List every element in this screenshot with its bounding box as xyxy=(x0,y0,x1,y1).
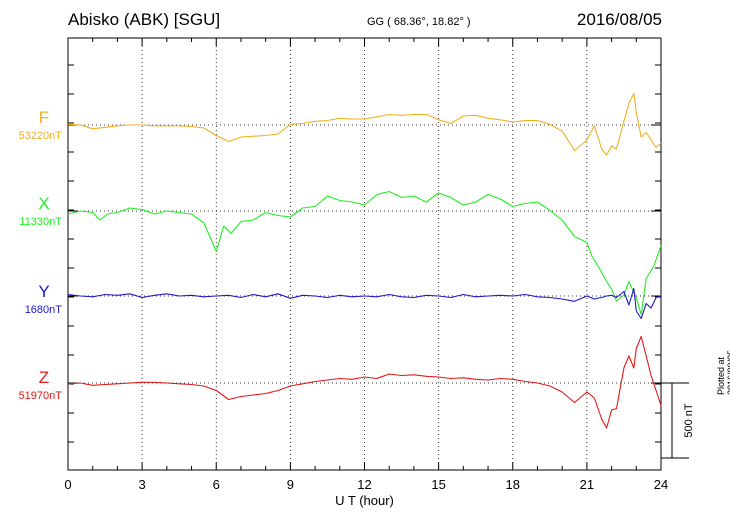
channel-name-y: Y xyxy=(38,282,50,301)
x-tick-label: 12 xyxy=(357,477,371,492)
x-tick-label: 9 xyxy=(287,477,294,492)
x-tick-label: 15 xyxy=(431,477,445,492)
station-title: Abisko (ABK) [SGU] xyxy=(68,10,221,29)
channel-baseline-z: 51970nT xyxy=(18,390,62,402)
chart-date: 2016/08/05 xyxy=(576,10,662,29)
scale-bar-label: 500 nT xyxy=(683,403,695,438)
series-line-z xyxy=(67,335,662,429)
x-axis-label: U T (hour) xyxy=(335,493,394,508)
series-line-y xyxy=(67,287,662,320)
x-tick-label: 21 xyxy=(580,477,594,492)
channel-baseline-x: 11330nT xyxy=(19,216,62,228)
channel-name-f: F xyxy=(38,108,50,127)
x-tick-label: 6 xyxy=(213,477,220,492)
series-line-f xyxy=(67,92,662,156)
geographic-coordinates: GG ( 68.36°, 18.82° ) xyxy=(367,16,471,28)
channel-baseline-y: 1680nT xyxy=(24,304,62,316)
channel-name-z: Z xyxy=(38,368,50,387)
channel-baseline-f: 53220nT xyxy=(18,130,62,142)
series-line-x xyxy=(67,190,662,316)
x-tick-label: 0 xyxy=(64,477,71,492)
x-tick-label: 3 xyxy=(139,477,146,492)
channel-name-x: X xyxy=(38,194,50,213)
x-tick-label: 18 xyxy=(506,477,520,492)
x-tick-label: 24 xyxy=(654,477,668,492)
